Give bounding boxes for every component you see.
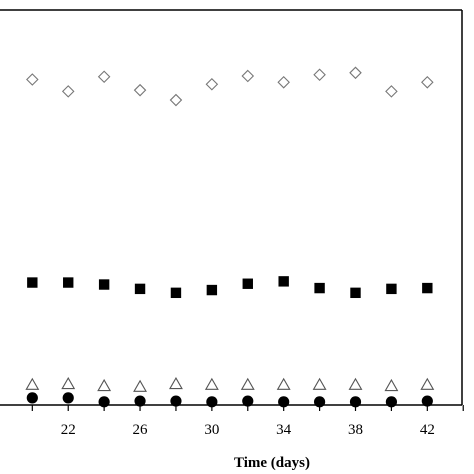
open-triangle-point <box>97 378 112 392</box>
filled-square-point <box>170 287 182 299</box>
open-triangle-point <box>169 376 183 390</box>
plot-frame <box>0 9 463 406</box>
open-diamond-point <box>277 76 290 89</box>
open-triangle-point <box>204 377 219 390</box>
filled-circle-point <box>62 392 74 404</box>
data-points <box>25 66 435 408</box>
open-triangle-point <box>240 377 255 390</box>
open-diamond-point <box>421 76 434 89</box>
x-tick-label: 22 <box>61 422 76 438</box>
filled-square-point <box>242 278 253 289</box>
filled-circle-point <box>385 396 398 408</box>
filled-square-point <box>350 287 361 299</box>
filled-circle-point <box>98 396 110 408</box>
filled-square-point <box>134 283 146 295</box>
open-triangle-point <box>420 377 435 390</box>
filled-circle-point <box>349 396 362 408</box>
filled-circle-point <box>26 392 38 404</box>
filled-square-point <box>63 277 74 288</box>
open-triangle-point <box>384 378 399 392</box>
open-diamond-point <box>349 66 362 80</box>
x-tick-label: 34 <box>276 422 292 438</box>
filled-circle-point <box>421 395 433 407</box>
open-diamond-point <box>241 69 255 83</box>
x-tick-label: 30 <box>204 422 219 438</box>
open-triangle-point <box>133 379 147 392</box>
open-triangle-point <box>348 377 363 390</box>
filled-circle-point <box>242 395 254 407</box>
filled-square-point <box>98 279 110 290</box>
open-diamond-point <box>385 85 398 98</box>
open-triangle-point <box>25 377 40 390</box>
x-axis-label: Time (days) <box>234 455 310 471</box>
filled-circle-point <box>134 395 146 407</box>
open-diamond-point <box>313 68 326 82</box>
open-diamond-point <box>205 77 219 91</box>
x-axis-tick-labels: 22 26 30 34 38 42 <box>61 422 435 438</box>
x-tick-label: 38 <box>348 422 363 438</box>
open-triangle-point <box>312 377 327 390</box>
filled-circle-point <box>206 396 218 408</box>
open-diamond-point <box>26 73 39 86</box>
filled-circle-point <box>313 396 326 408</box>
open-diamond-point <box>169 93 183 107</box>
filled-square-point <box>422 282 433 294</box>
filled-square-point <box>27 277 38 288</box>
filled-square-point <box>386 283 397 295</box>
filled-square-point <box>314 282 325 294</box>
x-tick-label: 26 <box>133 422 149 438</box>
filled-circle-point <box>170 395 182 407</box>
open-diamond-point <box>97 70 111 84</box>
open-triangle-point <box>276 377 291 390</box>
filled-square-point <box>206 284 218 296</box>
filled-square-point <box>278 276 289 287</box>
x-tick-label: 42 <box>420 422 435 438</box>
open-diamond-point <box>133 83 147 97</box>
filled-circle-point <box>278 396 290 408</box>
open-triangle-point <box>61 376 76 390</box>
open-diamond-point <box>61 85 75 98</box>
